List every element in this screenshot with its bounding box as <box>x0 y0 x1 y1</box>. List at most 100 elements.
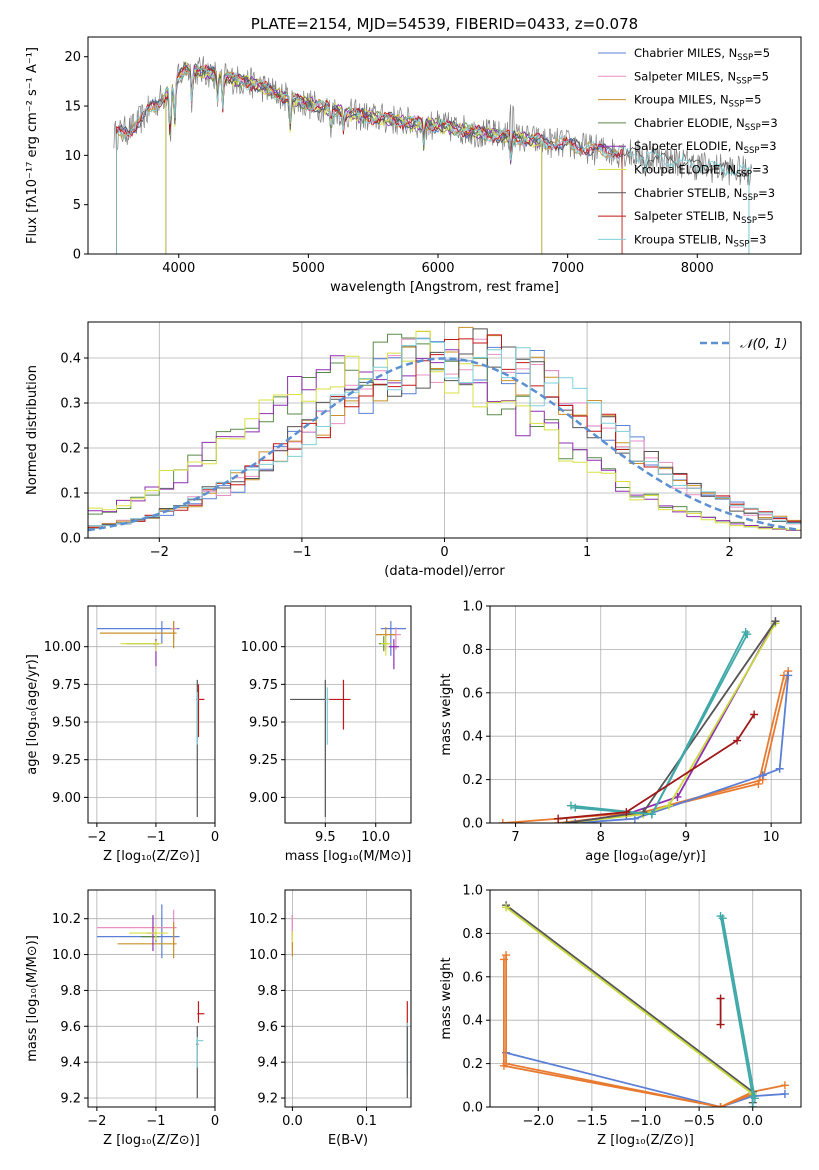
y-tick-label: 9.50 <box>52 716 81 731</box>
massweight_vs_age-panel: 7 8 9 10 0.0 0.2 0.4 0.6 0.8 1.0 age [log₁₀(age/yr… <box>439 600 801 864</box>
mass-weight-marker <box>562 819 571 823</box>
age_vs_Z-panel: −2 −1 0 9.00 9.25 9.50 9.75 10.00 Z [log₁₀(Z/Z⊙)… <box>25 606 219 864</box>
errorbar-point <box>99 621 177 649</box>
errorbar-point <box>196 691 199 745</box>
y-tick-label: 0.3 <box>60 397 81 412</box>
mass-weight-marker <box>502 951 511 960</box>
y-tick-label: 10.00 <box>44 640 81 655</box>
y-tick-label: 1.0 <box>462 884 483 899</box>
x-tick-label: 9 <box>682 830 690 845</box>
residual-histogram <box>88 338 801 527</box>
errorbar-point <box>380 621 406 656</box>
legend-entry: 𝒩(0, 1) <box>740 337 787 352</box>
y-tick-label: 0.0 <box>462 817 483 832</box>
mass-weight-marker <box>499 1061 508 1070</box>
mass_vs_Z-panel: −2 −1 0 9.2 9.4 9.6 9.8 10.0 10.2 Z [log₁₀(Z/Z⊙)]… <box>25 890 219 1148</box>
x-axis-label: Z [log₁₀(Z/Z⊙)] <box>103 849 200 864</box>
spectrum-legend: Chabrier MILES, NSSP=5 Salpeter MILES, NS… <box>598 46 778 249</box>
y-tick-label: 10.0 <box>52 948 81 963</box>
age_vs_Z-plot-area <box>96 621 205 817</box>
mass-weight-line <box>566 622 777 823</box>
mass-weight-line <box>566 620 777 823</box>
y-tick-label: 9.2 <box>60 1092 81 1107</box>
errorbar-point <box>197 1001 205 1023</box>
y-tick-label: 0 <box>73 248 81 263</box>
mass-weight-line <box>505 955 786 1107</box>
y-tick-label: 9.4 <box>60 1056 81 1071</box>
x-tick-label: 7000 <box>551 261 584 276</box>
x-tick-label: 0 <box>211 1114 219 1129</box>
mass-weight-line <box>719 915 754 1107</box>
residuals-frame <box>87 321 802 539</box>
x-tick-label: 5000 <box>292 261 325 276</box>
y-tick-label: 0.4 <box>462 1014 483 1029</box>
model-spectrum-line <box>165 62 543 254</box>
y-tick-label: 0.8 <box>462 643 483 658</box>
y-tick-label: 15 <box>64 100 81 115</box>
y-tick-label: 9.6 <box>257 1020 278 1035</box>
mass-weight-marker <box>664 801 673 810</box>
mass_vs_Z-plot-area <box>96 904 205 1099</box>
x-tick-label: 7 <box>511 830 519 845</box>
y-tick-label: 0.4 <box>60 352 81 367</box>
errorbar-point <box>196 1037 204 1068</box>
mass-weight-line <box>558 714 755 820</box>
mass-weight-marker <box>639 808 648 817</box>
x-axis-label: Z [log₁₀(Z/Z⊙)] <box>597 1133 694 1148</box>
age_vs_mass-frame <box>284 605 412 824</box>
mass-weight-marker <box>716 1103 725 1107</box>
x-axis-label: Z [log₁₀(Z/Z⊙)] <box>103 1133 200 1148</box>
mass-weight-marker <box>554 814 563 823</box>
y-tick-label: 10 <box>64 149 81 164</box>
mass-weight-marker <box>750 710 759 719</box>
model-spectrum-line <box>116 61 750 254</box>
age_vs_mass-panel: 9.5 10.0 9.00 9.25 9.50 9.75 10.00 mass [log₁₀(… <box>241 606 411 864</box>
mass-weight-marker <box>780 1081 789 1090</box>
legend-entry: Chabrier MILES, NSSP=5 <box>634 46 770 63</box>
x-tick-label: −1 <box>146 1114 165 1129</box>
y-tick-label: 9.6 <box>60 1020 81 1035</box>
mass-weight-marker <box>571 819 580 823</box>
mass-weight-marker <box>718 914 727 923</box>
y-tick-label: 9.25 <box>52 753 81 768</box>
errorbar-point <box>120 640 162 652</box>
legend-entry: Kroupa MILES, NSSP=5 <box>634 93 761 110</box>
mass-weight-line <box>503 959 754 1107</box>
y-tick-label: 0.6 <box>462 686 483 701</box>
mass-weight-line <box>721 918 756 1099</box>
x-tick-label: 6000 <box>421 261 454 276</box>
mass-weight-marker <box>566 801 575 810</box>
errorbar-point <box>96 904 180 959</box>
y-axis-label: mass weight <box>439 957 454 1039</box>
spectrum-frame <box>87 36 802 255</box>
x-tick-label: −1.0 <box>630 1114 662 1129</box>
mass-weight-marker <box>716 1020 725 1029</box>
y-tick-label: 0.8 <box>462 927 483 942</box>
y-tick-label: 0.4 <box>462 730 483 745</box>
x-tick-label: 0.0 <box>282 1114 303 1129</box>
y-tick-label: 9.2 <box>257 1092 278 1107</box>
y-axis-label: Normed distribution <box>25 365 40 495</box>
x-tick-label: 10 <box>763 830 780 845</box>
y-tick-label: 9.4 <box>257 1056 278 1071</box>
y-tick-label: 10.0 <box>249 948 278 963</box>
y-axis-label: age [log₁₀(age/yr)] <box>25 654 40 775</box>
legend-entry: Salpeter STELIB, NSSP=5 <box>634 209 774 226</box>
x-axis-label: (data-model)/error <box>384 564 505 579</box>
gaussian-curve <box>88 357 799 532</box>
y-tick-label: 0.2 <box>462 1057 483 1072</box>
errorbar-point <box>290 679 328 817</box>
mass-weight-marker <box>571 803 580 812</box>
errorbar-point <box>197 684 205 738</box>
mass_vs_EBV-plot-area <box>291 915 408 1099</box>
y-tick-label: 0.2 <box>462 773 483 788</box>
mass-weight-marker <box>771 617 780 626</box>
massweight_vs_Z-panel: −2.0 −1.5 −1.0 −0.5 0.0 0.0 0.2 0.4 0.6 0.8 1.0 Z [… <box>439 884 801 1148</box>
y-tick-label: 10.00 <box>241 640 278 655</box>
residuals-legend: 𝒩(0, 1) <box>700 337 787 352</box>
mass-weight-marker <box>748 1103 757 1107</box>
errorbar-point <box>380 636 391 656</box>
spectrum-panel: 4000 5000 6000 7000 8000 0 5 10 15 20 wavelength [… <box>25 15 778 295</box>
y-tick-label: 9.00 <box>52 791 81 806</box>
